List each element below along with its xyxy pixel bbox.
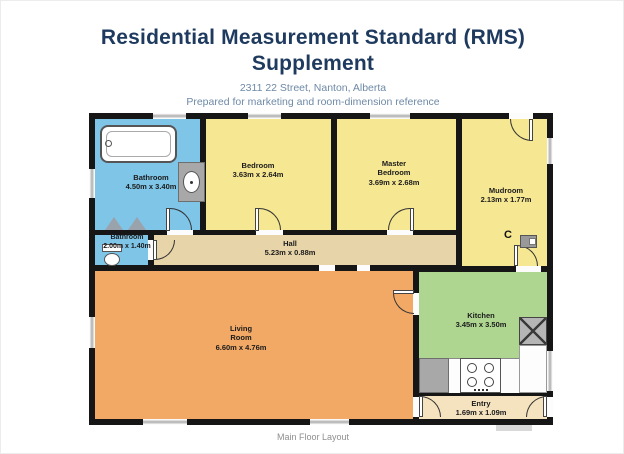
burner-icon bbox=[484, 377, 494, 387]
page-title-line2: Supplement bbox=[251, 51, 375, 75]
room-entry bbox=[419, 396, 547, 419]
label-bathroom-main: Bathroom 4.50m x 3.40m bbox=[125, 173, 177, 192]
bathtub-inner bbox=[106, 131, 171, 157]
door-leaf-bathroom-main bbox=[166, 208, 170, 231]
stove bbox=[460, 358, 501, 393]
window-bottom-living-left bbox=[143, 419, 187, 425]
burner-icon bbox=[467, 363, 477, 373]
opening-hall-living-right bbox=[357, 265, 370, 271]
door-leaf-master-bedroom bbox=[410, 208, 414, 231]
window-top-master-bedroom bbox=[370, 113, 410, 119]
burner-icon bbox=[467, 377, 477, 387]
door-opening-living-entry bbox=[413, 397, 419, 417]
door-leaf-living-kitchen bbox=[393, 290, 414, 294]
vanity-marker-icon bbox=[105, 217, 123, 230]
door-leaf-entry-exterior bbox=[543, 396, 547, 417]
room-hall bbox=[154, 235, 456, 265]
door-leaf-mudroom-exterior bbox=[529, 119, 533, 141]
label-bedroom: Bedroom 3.63m x 2.64m bbox=[232, 161, 284, 180]
window-top-bathroom bbox=[153, 113, 186, 119]
label-mudroom: Mudroom 2.13m x 1.77m bbox=[480, 186, 532, 205]
property-address: 2311 22 Street, Nanton, Alberta bbox=[239, 82, 387, 95]
window-bottom-living-right bbox=[310, 419, 349, 425]
c-fixture-icon: C bbox=[504, 229, 512, 241]
label-kitchen: Kitchen 3.45m x 3.50m bbox=[455, 311, 507, 330]
cabinet-x-icon bbox=[519, 317, 547, 345]
toilet-tank-small bbox=[102, 244, 122, 252]
refrigerator bbox=[419, 358, 449, 393]
door-opening-bathroom-small bbox=[148, 240, 154, 260]
door-leaf-bathroom-small bbox=[153, 240, 157, 260]
door-opening-bedroom bbox=[256, 230, 283, 235]
toilet-bowl-small bbox=[104, 253, 120, 266]
window-right-kitchen bbox=[547, 351, 553, 391]
door-leaf-bedroom bbox=[255, 208, 259, 231]
room-living-room bbox=[95, 271, 413, 419]
furnace-panel bbox=[529, 238, 536, 245]
window-left-living-room bbox=[89, 317, 95, 348]
door-leaf-mudroom-kitchen bbox=[514, 245, 518, 266]
toilet-dot bbox=[190, 181, 193, 184]
page-title-line1: Residential Measurement Standard (RMS) bbox=[100, 26, 526, 49]
vanity-marker-icon bbox=[128, 217, 146, 230]
faucet-icon bbox=[105, 140, 112, 147]
toilet-unit-main bbox=[178, 162, 205, 202]
floor-caption: Main Floor Layout bbox=[276, 432, 350, 442]
bathtub bbox=[100, 125, 177, 163]
door-opening-master-bedroom bbox=[387, 230, 413, 235]
label-master-bedroom: Master Bedroom 3.69m x 2.68m bbox=[368, 159, 420, 187]
opening-hall-living-left bbox=[319, 265, 335, 271]
label-living-room: Living Room 6.60m x 4.76m bbox=[215, 324, 267, 352]
door-opening-mudroom-exterior bbox=[509, 113, 533, 119]
furnace bbox=[520, 235, 537, 248]
entry-step bbox=[496, 425, 532, 431]
door-opening-entry-exterior bbox=[547, 397, 553, 417]
door-opening-living-kitchen bbox=[413, 293, 419, 315]
burner-icon bbox=[484, 363, 494, 373]
stove-controls bbox=[474, 389, 489, 391]
door-opening-mudroom-kitchen bbox=[516, 266, 541, 272]
window-top-bedroom bbox=[248, 113, 281, 119]
kitchen-counter-right bbox=[519, 345, 547, 393]
window-right-mudroom bbox=[547, 138, 553, 164]
header: Residential Measurement Standard (RMS) S… bbox=[1, 25, 623, 110]
label-hall: Hall 5.23m x 0.88m bbox=[264, 239, 316, 258]
window-left-bathroom bbox=[89, 169, 95, 198]
door-leaf-living-entry bbox=[419, 396, 423, 417]
document-purpose: Prepared for marketing and room-dimensio… bbox=[186, 96, 440, 109]
door-opening-bathroom-main bbox=[167, 230, 193, 235]
label-bathroom-small: Bathroom 2.00m x 1.40m bbox=[103, 234, 151, 250]
label-entry: Entry 1.69m x 1.09m bbox=[455, 399, 507, 418]
